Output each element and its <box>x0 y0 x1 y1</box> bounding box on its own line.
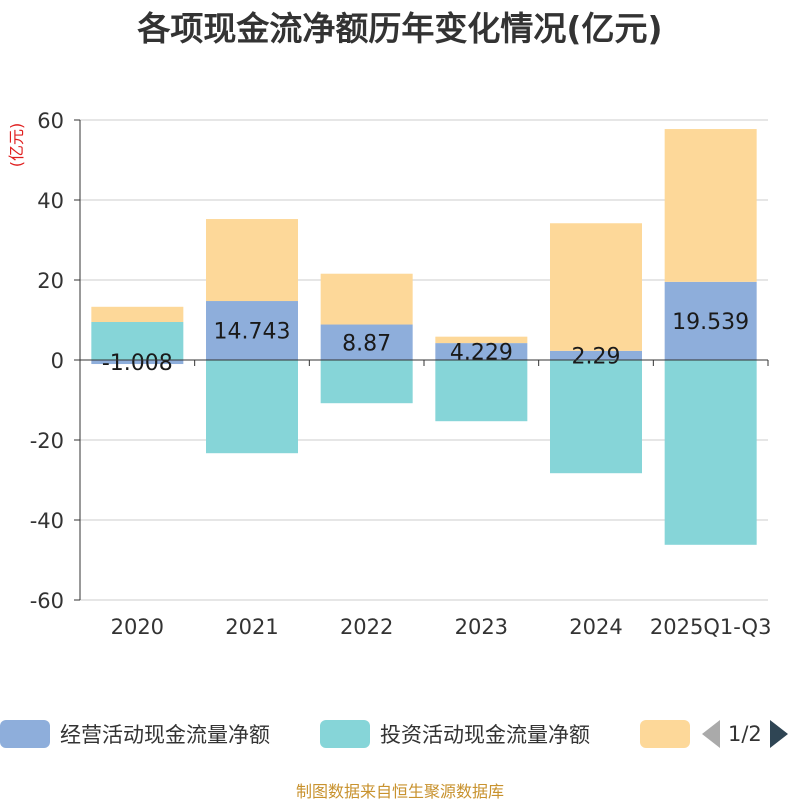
y-tick-label: 0 <box>51 349 64 373</box>
bar-operating <box>550 350 642 360</box>
bar-investing <box>320 360 413 404</box>
pager-next-icon[interactable] <box>769 720 788 748</box>
data-label: -1.008 <box>102 351 173 376</box>
bar-financing <box>664 129 757 282</box>
legend-item-operating[interactable]: 经营活动现金流量净额 <box>0 716 270 752</box>
bar-operating <box>91 360 184 365</box>
data-label: 8.87 <box>342 331 391 356</box>
bar-financing <box>550 223 642 351</box>
source-note: 制图数据来自恒生聚源数据库 <box>295 782 504 801</box>
legend: 经营活动现金流量净额 投资活动现金流量净额 1/2 <box>0 716 800 752</box>
chart-title: 各项现金流净额历年变化情况(亿元) <box>137 9 663 48</box>
legend-item-financing[interactable] <box>640 716 690 752</box>
pager-prev-icon[interactable] <box>702 720 720 748</box>
chart-plot: 60 40 20 0 -20 -40 -60 (亿元) -1.008 14.743 8.87 4.22… <box>7 109 772 639</box>
legend-item-investing[interactable]: 投资活动现金流量净额 <box>320 716 590 752</box>
bar-operating <box>664 281 757 360</box>
legend-swatch-operating <box>0 720 50 748</box>
bar-operating <box>320 324 413 360</box>
x-tick-label: 2021 <box>225 615 278 639</box>
y-axis-unit-label: (亿元) <box>7 123 26 168</box>
legend-swatch-investing <box>320 720 370 748</box>
x-tick-label: 2020 <box>111 615 164 639</box>
y-tick-label: 60 <box>37 109 64 133</box>
legend-label-operating: 经营活动现金流量净额 <box>60 723 270 747</box>
bar-investing <box>664 360 757 545</box>
x-tick-label: 2023 <box>455 615 508 639</box>
y-tick-label: -60 <box>30 589 64 613</box>
y-tick-label: 40 <box>37 189 64 213</box>
legend-swatch-financing <box>640 720 690 748</box>
bar-operating <box>435 343 528 360</box>
y-tick-label: 20 <box>37 269 64 293</box>
y-tick-label: -40 <box>30 509 64 533</box>
bar-investing <box>91 322 184 360</box>
bar-investing <box>435 360 528 422</box>
x-tick-label: 2024 <box>569 615 622 639</box>
data-label: 14.743 <box>214 320 291 345</box>
bar-financing <box>206 219 298 302</box>
y-tick-label: -20 <box>30 429 64 453</box>
bar-operating <box>206 301 298 360</box>
x-tick-label: 2025Q1-Q3 <box>650 615 772 639</box>
bar-investing <box>550 360 642 474</box>
data-label: 19.539 <box>672 310 749 335</box>
bar-financing <box>91 306 184 322</box>
bar-investing <box>206 360 298 454</box>
bar-financing <box>320 273 413 325</box>
bar-financing <box>435 336 528 344</box>
legend-pager: 1/2 <box>702 716 788 752</box>
data-label: 2.29 <box>572 344 621 369</box>
pager-text: 1/2 <box>728 722 762 746</box>
legend-label-investing: 投资活动现金流量净额 <box>380 723 590 747</box>
x-tick-label: 2022 <box>340 615 393 639</box>
data-label: 4.229 <box>450 341 513 366</box>
